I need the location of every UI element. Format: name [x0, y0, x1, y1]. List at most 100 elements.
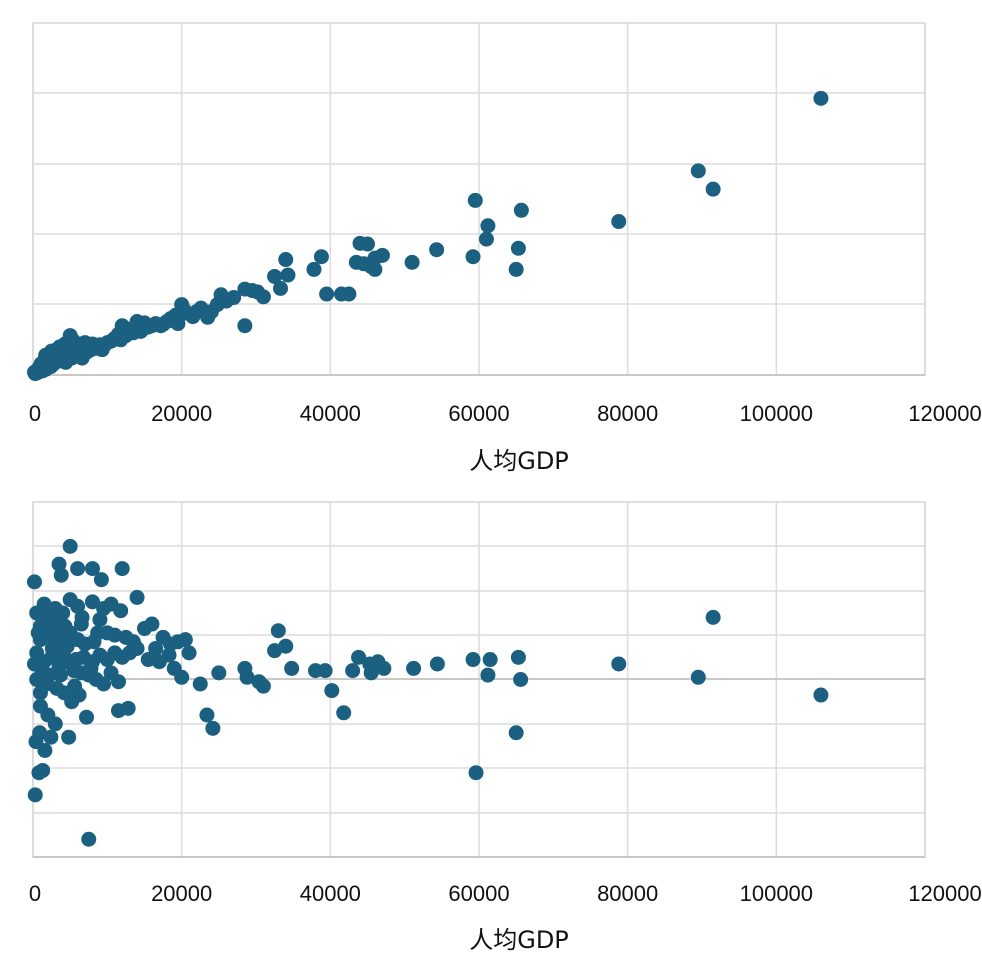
scatter-point: [155, 316, 171, 332]
x-tick-label: 60000: [448, 881, 509, 906]
scatter-point: [46, 620, 62, 636]
scatter-point: [177, 632, 193, 648]
scatter-point: [324, 683, 340, 699]
scatter-point: [813, 90, 829, 106]
scatter-point: [199, 707, 215, 723]
scatter-point: [280, 267, 296, 283]
scatter-point: [482, 652, 498, 668]
scatter-point: [813, 687, 829, 703]
scatter-point: [30, 625, 46, 641]
scatter-point: [125, 634, 141, 650]
scatter-point: [37, 743, 53, 758]
scatter-point: [84, 594, 100, 610]
scatter-point: [237, 281, 253, 297]
scatter-point: [26, 574, 42, 590]
scatter-point: [120, 700, 136, 716]
scatter-point: [148, 640, 164, 656]
scatter-point: [510, 649, 526, 665]
scatter-point: [86, 634, 102, 650]
scatter-point: [510, 240, 526, 256]
scatter-point: [267, 268, 283, 284]
x-tick-label: 40000: [300, 401, 361, 426]
scatter-point: [690, 163, 706, 179]
x-tick-label: 100000: [740, 401, 813, 426]
scatter-point: [336, 705, 352, 721]
scatter-point: [76, 649, 92, 665]
scatter-point: [38, 347, 54, 363]
scatter-point: [363, 665, 379, 681]
scatter-point: [110, 674, 126, 690]
scatter-point: [205, 720, 221, 736]
scatter-point: [166, 660, 182, 676]
scatter-point: [313, 249, 329, 265]
x-tick-label: 120000: [908, 881, 981, 906]
scatter-point: [367, 261, 383, 277]
scatter-chart-top: 0 20000 40000 60000 80000 100000 120000 人均GDP: [26, 22, 982, 475]
scatter-point: [237, 318, 253, 334]
scatter-point: [278, 252, 294, 268]
scatter-point: [352, 235, 368, 251]
scatter-point: [429, 656, 445, 672]
scatter-point: [333, 286, 349, 302]
scatter-point: [181, 645, 197, 661]
scatter-point: [478, 231, 494, 247]
scatter-point: [74, 609, 90, 625]
scatter-point: [345, 663, 361, 679]
scatter-point: [43, 729, 59, 745]
x-tick-label: 120000: [908, 401, 981, 426]
scatter-point: [59, 638, 75, 654]
scatter-point: [113, 603, 129, 619]
scatter-point: [135, 321, 151, 337]
scatter-chart-bottom: 0 20000 40000 60000 80000 100000 120000 人均GDP: [26, 501, 982, 954]
scatter-point: [429, 242, 445, 258]
scatter-point: [94, 342, 110, 358]
scatter-point: [35, 762, 51, 778]
scatter-point: [306, 261, 322, 277]
scatter-point: [79, 709, 95, 725]
scatter-point: [93, 572, 109, 588]
x-axis-title: 人均GDP: [469, 447, 569, 475]
x-tick-label: 20000: [151, 881, 212, 906]
scatter-point: [70, 561, 86, 577]
scatter-point: [211, 665, 227, 681]
scatter-point: [465, 652, 481, 668]
scatter-point: [255, 678, 271, 694]
x-tick-label: 80000: [597, 401, 658, 426]
scatter-point: [192, 676, 208, 692]
scatter-point: [356, 256, 372, 272]
scatter-point: [705, 609, 721, 625]
scatter-point: [284, 660, 300, 676]
scatter-point: [270, 623, 286, 639]
scatter-point: [26, 364, 42, 380]
x-tick-label: 100000: [740, 881, 813, 906]
scatter-point: [161, 647, 177, 663]
scatter-points: [26, 90, 829, 382]
scatter-point: [690, 669, 706, 685]
scatter-point: [35, 612, 51, 628]
scatter-point: [189, 304, 205, 320]
scatter-point: [513, 202, 529, 218]
scatter-point: [319, 286, 335, 302]
scatter-point: [168, 307, 184, 323]
scatter-point: [351, 649, 367, 665]
scatter-point: [611, 656, 627, 672]
scatter-point: [96, 676, 112, 692]
scatter-points: [26, 538, 829, 847]
scatter-point: [129, 589, 145, 605]
scatter-point: [239, 669, 255, 685]
x-tick-label: 40000: [300, 881, 361, 906]
scatter-point: [163, 636, 179, 652]
scatter-point: [83, 660, 99, 676]
scatter-point: [140, 652, 156, 668]
scatter-point: [67, 678, 83, 694]
scatter-point: [376, 660, 392, 676]
scatter-point: [47, 716, 63, 732]
scatter-point: [317, 663, 333, 679]
scatter-point: [116, 328, 132, 344]
scatter-point: [53, 567, 69, 583]
scatter-point: [508, 261, 524, 277]
scatter-point: [114, 561, 130, 577]
scatter-point: [467, 192, 483, 208]
scatter-point: [62, 538, 78, 554]
